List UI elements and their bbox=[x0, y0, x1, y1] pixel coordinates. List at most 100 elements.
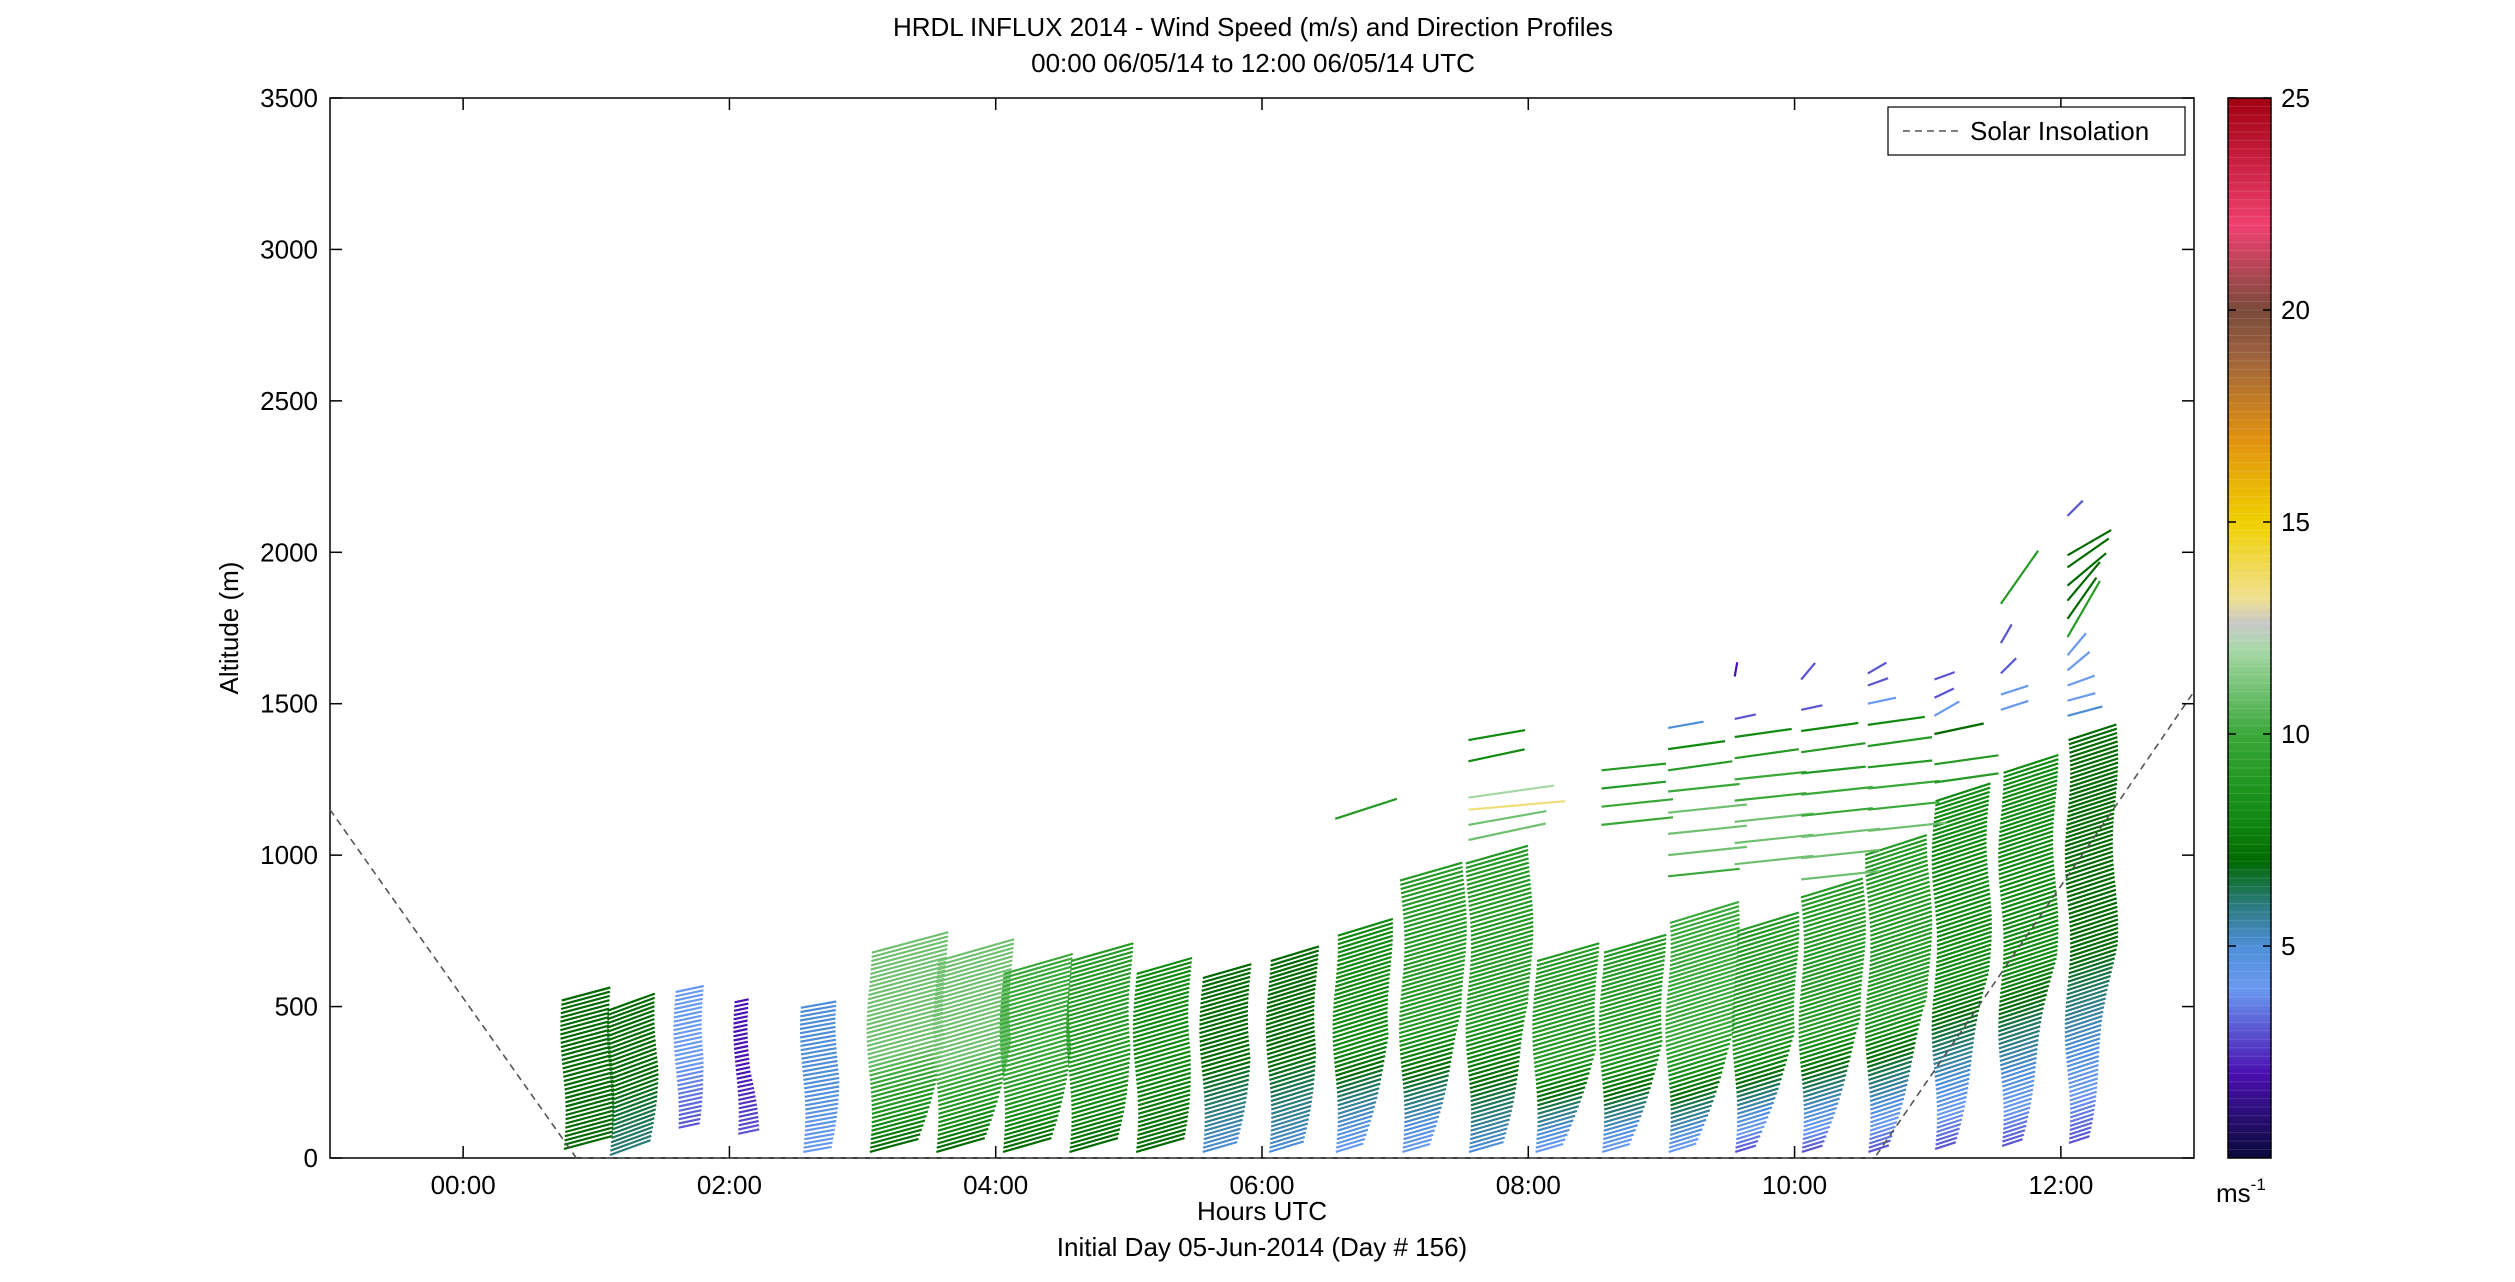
wind-barb bbox=[1603, 1091, 1650, 1107]
wind-barb bbox=[1870, 1111, 1901, 1124]
wind-barb bbox=[1402, 959, 1466, 980]
wind-barb bbox=[867, 981, 945, 1005]
wind-barb bbox=[870, 1124, 924, 1141]
wind-barb bbox=[1933, 879, 1990, 900]
wind-barb bbox=[564, 1130, 614, 1146]
wind-barb bbox=[564, 1079, 614, 1095]
wind-barb bbox=[1399, 984, 1463, 1005]
wind-barb bbox=[1798, 1013, 1861, 1035]
chart-title: HRDL INFLUX 2014 - Wind Speed (m/s) and … bbox=[893, 12, 1613, 42]
wind-barb bbox=[2064, 1010, 2104, 1026]
wind-barb bbox=[1603, 942, 1667, 963]
wind-barb bbox=[1735, 1072, 1784, 1090]
wind-barb bbox=[610, 1130, 653, 1148]
wind-barb bbox=[1867, 965, 1930, 988]
wind-barb bbox=[1336, 1073, 1383, 1090]
wind-barb bbox=[1997, 1020, 2042, 1037]
wind-barb bbox=[1000, 1029, 1070, 1052]
wind-barb bbox=[1800, 966, 1864, 988]
wind-barb bbox=[2068, 952, 2117, 971]
wind-barb bbox=[1199, 997, 1249, 1014]
wind-barb bbox=[2003, 915, 2059, 935]
wind-barb bbox=[1734, 833, 1814, 845]
wind-barb bbox=[1066, 1022, 1130, 1043]
wind-barb bbox=[1535, 959, 1599, 980]
wind-barb bbox=[563, 1062, 613, 1078]
wind-barb bbox=[1070, 942, 1134, 963]
wind-barb bbox=[1267, 983, 1317, 1001]
wind-barb bbox=[2000, 971, 2054, 991]
wind-barb bbox=[1069, 959, 1133, 980]
wind-barb bbox=[1135, 1137, 1185, 1153]
wind-barb bbox=[1668, 1061, 1726, 1081]
x-tick-label: 12:00 bbox=[2028, 1170, 2093, 1200]
wind-barb bbox=[1333, 1036, 1389, 1056]
wind-barb bbox=[1203, 1127, 1241, 1141]
wind-barb bbox=[1337, 1087, 1380, 1103]
wind-barb bbox=[2002, 779, 2058, 800]
wind-barb bbox=[1470, 937, 1534, 958]
wind-barb bbox=[2069, 770, 2119, 788]
wind-barb bbox=[560, 1003, 610, 1019]
wind-barb bbox=[1802, 949, 1866, 971]
wind-barb bbox=[734, 998, 749, 1004]
wind-barb bbox=[1934, 754, 1999, 766]
wind-barb bbox=[937, 1081, 1003, 1103]
y-tick-label: 1500 bbox=[260, 689, 318, 719]
wind-barb bbox=[1068, 971, 1132, 992]
wind-barb bbox=[1203, 1132, 1240, 1145]
wind-barb bbox=[2068, 778, 2118, 797]
wind-barb bbox=[1065, 1014, 1129, 1035]
wind-barb bbox=[1869, 901, 1932, 925]
wind-barb bbox=[1335, 1068, 1384, 1086]
wind-barb bbox=[1402, 1065, 1451, 1081]
wind-barb bbox=[2068, 787, 2117, 805]
wind-barb bbox=[1003, 1073, 1068, 1094]
wind-barb bbox=[934, 1035, 1011, 1060]
wind-barb bbox=[938, 1095, 1000, 1115]
wind-barb bbox=[2000, 796, 2057, 817]
wind-barb bbox=[1735, 1130, 1763, 1141]
wind-barb bbox=[1669, 900, 1740, 925]
wind-barb bbox=[1398, 1010, 1462, 1031]
wind-barb bbox=[1468, 967, 1532, 988]
wind-barb bbox=[1670, 934, 1740, 958]
y-tick-label: 1000 bbox=[260, 840, 318, 870]
wind-barb bbox=[1465, 1010, 1527, 1031]
wind-barb bbox=[1337, 922, 1394, 941]
wind-barb bbox=[1404, 925, 1468, 946]
wind-barb bbox=[1803, 919, 1867, 941]
wind-barb bbox=[1535, 954, 1599, 975]
wind-barb bbox=[1800, 975, 1863, 997]
wind-barb bbox=[2064, 842, 2114, 860]
wind-barb bbox=[1803, 932, 1867, 954]
wind-barb bbox=[1665, 1006, 1735, 1031]
wind-barb bbox=[1532, 1018, 1596, 1039]
wind-barb bbox=[1071, 1110, 1125, 1128]
wind-barb bbox=[677, 1087, 704, 1095]
wind-barb bbox=[1798, 1022, 1860, 1043]
wind-barb bbox=[999, 1025, 1070, 1047]
wind-barb bbox=[2069, 914, 2119, 932]
wind-barb bbox=[1134, 1050, 1191, 1069]
wind-barb bbox=[936, 955, 1014, 980]
wind-barb bbox=[1200, 1047, 1250, 1064]
wind-barb bbox=[1399, 1028, 1458, 1047]
wind-barb bbox=[799, 1030, 836, 1039]
wind-barb bbox=[2067, 1063, 2099, 1077]
wind-barb bbox=[738, 1103, 758, 1110]
wind-barb bbox=[1998, 1038, 2039, 1054]
wind-barb bbox=[937, 1072, 1006, 1094]
wind-barb bbox=[1136, 1067, 1192, 1086]
wind-barb bbox=[1670, 1109, 1711, 1124]
wind-barb bbox=[1736, 1092, 1778, 1107]
wind-barb bbox=[2002, 910, 2059, 931]
wind-barb bbox=[1132, 1029, 1190, 1047]
wind-barb bbox=[733, 1027, 748, 1034]
wind-barb bbox=[560, 999, 610, 1015]
wind-barb bbox=[866, 1007, 944, 1031]
wind-barb bbox=[1666, 977, 1737, 1001]
wind-barb bbox=[2003, 753, 2059, 774]
wind-barb bbox=[608, 1043, 657, 1063]
wind-barb bbox=[1803, 924, 1867, 946]
